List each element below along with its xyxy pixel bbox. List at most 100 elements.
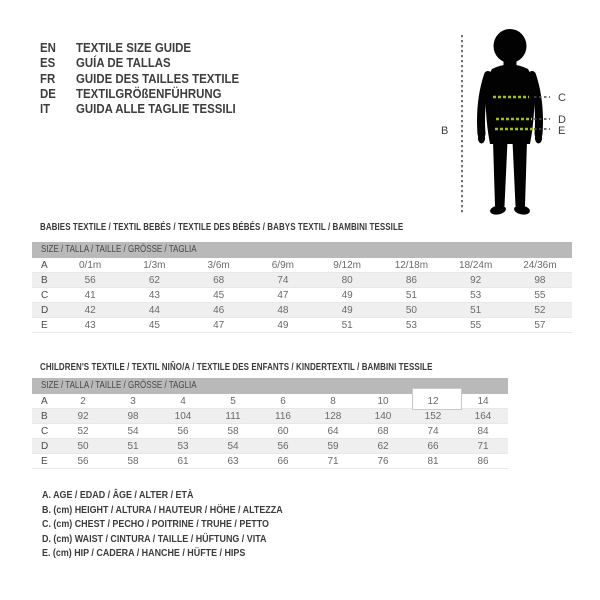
language-row: IT GUIDA ALLE TAGLIE TESSILI bbox=[40, 101, 261, 116]
size-cell: 81 bbox=[408, 453, 458, 469]
size-cell: 55 bbox=[507, 287, 572, 303]
size-cell: 98 bbox=[507, 272, 572, 288]
size-cell: 6 bbox=[258, 394, 308, 409]
children-table-header-bar: SIZE / TALLA / TAILLE / GRÖSSE / TAGLIA bbox=[32, 378, 508, 394]
row-label: E bbox=[32, 317, 58, 333]
language-row: EN TEXTILE SIZE GUIDE bbox=[40, 40, 261, 55]
size-cell: 62 bbox=[358, 438, 408, 454]
size-cell: 5 bbox=[208, 394, 258, 409]
size-cell: 47 bbox=[250, 287, 315, 303]
row-label: E bbox=[32, 453, 58, 469]
legend-line: D. (cm) WAIST / CINTURA / TAILLE / HÜFTU… bbox=[42, 532, 267, 545]
size-cell: 164 bbox=[458, 408, 508, 424]
size-cell: 14 bbox=[458, 394, 508, 409]
size-cell: 84 bbox=[458, 423, 508, 439]
language-code: FR bbox=[40, 70, 56, 86]
size-cell: 68 bbox=[186, 272, 251, 288]
children-table-header-text: SIZE / TALLA / TAILLE / GRÖSSE / TAGLIA bbox=[41, 380, 197, 391]
babies-size-table: SIZE / TALLA / TAILLE / GRÖSSE / TAGLIA … bbox=[32, 242, 572, 333]
size-row-D: D 42 44 46 48 49 50 51 52 bbox=[32, 302, 572, 318]
size-cell: 57 bbox=[507, 317, 572, 333]
size-cell: 58 bbox=[108, 453, 158, 469]
size-cell: 51 bbox=[379, 287, 444, 303]
size-cell: 3 bbox=[108, 394, 158, 409]
size-row-C: C 52 54 56 58 60 64 68 74 84 bbox=[32, 423, 508, 439]
language-title-list: EN TEXTILE SIZE GUIDE ES GUÍA DE TALLAS FR GU… bbox=[40, 40, 261, 116]
children-section-title: CHILDREN'S TEXTILE / TEXTIL NIÑO/A / TEX… bbox=[40, 361, 433, 373]
language-code: DE bbox=[40, 86, 56, 102]
size-row-D: D 50 51 53 54 56 59 62 66 71 bbox=[32, 438, 508, 454]
size-cell: 0/1m bbox=[58, 258, 123, 273]
legend-line: A. AGE / EDAD / ÂGE / ALTER / ETÀ bbox=[42, 489, 194, 501]
size-cell: 1/3m bbox=[122, 258, 187, 273]
size-cell: 128 bbox=[308, 408, 358, 424]
size-cell: 52 bbox=[58, 423, 108, 439]
size-cell: 46 bbox=[186, 302, 251, 318]
babies-size-grid: A 0/1m 1/3m 3/6m 6/9m 9/12m 12/18m 18/24m 24/36m… bbox=[32, 258, 572, 333]
language-row: DE TEXTILGRÖßENFÜHRUNG bbox=[40, 86, 261, 101]
language-code: IT bbox=[40, 101, 51, 117]
size-cell: 61 bbox=[158, 453, 208, 469]
size-cell: 56 bbox=[158, 423, 208, 439]
size-cell: 71 bbox=[308, 453, 358, 469]
size-row-A: A 2 3 4 5 6 8 10 12 14 bbox=[32, 394, 508, 409]
size-cell: 51 bbox=[108, 438, 158, 454]
size-cell: 56 bbox=[58, 272, 123, 288]
size-cell: 3/6m bbox=[186, 258, 251, 273]
size-cell: 24/36m bbox=[507, 258, 572, 273]
hip-label: E bbox=[558, 125, 565, 137]
size-cell: 80 bbox=[315, 272, 380, 288]
size-cell: 62 bbox=[122, 272, 187, 288]
language-code: EN bbox=[40, 40, 56, 56]
size-cell: 9/12m bbox=[315, 258, 380, 273]
size-row-A: A 0/1m 1/3m 3/6m 6/9m 9/12m 12/18m 18/24m 24/36m bbox=[32, 258, 572, 273]
size-cell: 8 bbox=[308, 394, 358, 409]
size-cell: 49 bbox=[250, 317, 315, 333]
measurement-figure: B C D bbox=[430, 13, 600, 233]
size-cell: 43 bbox=[58, 317, 123, 333]
row-label: D bbox=[32, 302, 58, 318]
size-cell: 51 bbox=[443, 302, 508, 318]
size-cell: 4 bbox=[158, 394, 208, 409]
size-cell: 50 bbox=[58, 438, 108, 454]
row-label: A bbox=[32, 394, 58, 409]
row-label: C bbox=[32, 423, 58, 439]
children-size-table: SIZE / TALLA / TAILLE / GRÖSSE / TAGLIA … bbox=[32, 378, 508, 469]
size-cell: 49 bbox=[315, 302, 380, 318]
children-size-grid: A 2 3 4 5 6 8 10 12 14 B 92 98 104 111 116 128 140 152 164 C… bbox=[32, 394, 508, 469]
language-title: GUIDA ALLE TAGLIE TESSILI bbox=[76, 101, 236, 117]
legend-line: E. (cm) HIP / CADERA / HANCHE / HÜFTE / … bbox=[42, 547, 246, 560]
size-cell: 49 bbox=[315, 287, 380, 303]
size-cell: 6/9m bbox=[250, 258, 315, 273]
row-label: B bbox=[32, 408, 58, 424]
size-cell: 2 bbox=[58, 394, 108, 409]
size-row-B: B 92 98 104 111 116 128 140 152 164 bbox=[32, 408, 508, 424]
language-code: ES bbox=[40, 55, 56, 71]
language-row: ES GUÍA DE TALLAS bbox=[40, 55, 261, 70]
size-cell: 92 bbox=[58, 408, 108, 424]
size-row-C: C 41 43 45 47 49 51 53 55 bbox=[32, 287, 572, 303]
size-row-B: B 56 62 68 74 80 86 92 98 bbox=[32, 272, 572, 288]
size-cell: 56 bbox=[258, 438, 308, 454]
size-cell: 10 bbox=[358, 394, 408, 409]
size-cell: 56 bbox=[58, 453, 108, 469]
language-title: GUIDE DES TAILLES TEXTILE bbox=[76, 70, 240, 86]
size-cell: 43 bbox=[122, 287, 187, 303]
size-cell: 60 bbox=[258, 423, 308, 439]
size-cell: 53 bbox=[443, 287, 508, 303]
size-cell: 140 bbox=[358, 408, 408, 424]
size-cell: 74 bbox=[408, 423, 458, 439]
row-label: C bbox=[32, 287, 58, 303]
size-cell: 54 bbox=[208, 438, 258, 454]
size-cell: 53 bbox=[158, 438, 208, 454]
size-cell: 58 bbox=[208, 423, 258, 439]
size-cell: 54 bbox=[108, 423, 158, 439]
size-cell: 50 bbox=[379, 302, 444, 318]
babies-table-header-bar: SIZE / TALLA / TAILLE / GRÖSSE / TAGLIA bbox=[32, 242, 572, 258]
legend-line: C. (cm) CHEST / PECHO / POITRINE / TRUHE… bbox=[42, 518, 269, 531]
size-cell: 47 bbox=[186, 317, 251, 333]
size-cell: 98 bbox=[108, 408, 158, 424]
chest-label: C bbox=[558, 92, 566, 104]
size-cell: 104 bbox=[158, 408, 208, 424]
